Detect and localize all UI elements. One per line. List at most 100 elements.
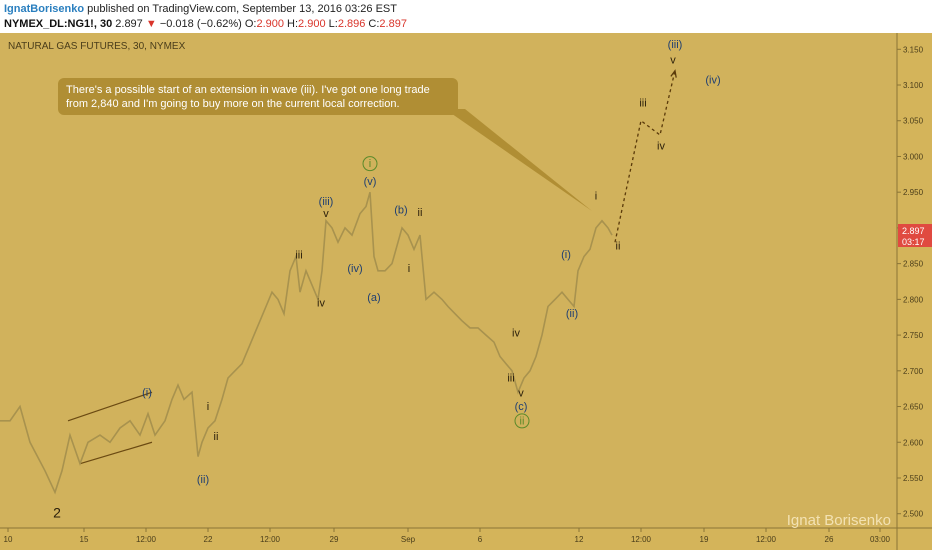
- close-label: C:: [368, 18, 380, 30]
- down-arrow-icon: ▼: [145, 18, 157, 30]
- wave-label: iv: [512, 328, 520, 340]
- wave-circle: [514, 413, 530, 429]
- x-tick-label: 12: [575, 535, 584, 544]
- wave-label: (v): [364, 176, 377, 188]
- wave-label: (b): [394, 205, 407, 217]
- price-tag-box: [898, 224, 932, 247]
- wave-label: i: [369, 158, 371, 170]
- author-link[interactable]: IgnatBorisenko: [4, 3, 85, 15]
- y-tick-label: 2.950: [903, 188, 924, 197]
- open-label: O:: [244, 18, 257, 30]
- x-tick-label: 6: [478, 535, 483, 544]
- y-tick-label: 2.550: [903, 474, 924, 483]
- price-tag-price: 2.897: [902, 226, 925, 236]
- y-tick-label: 2.600: [903, 438, 924, 447]
- x-tick-label: 26: [825, 535, 834, 544]
- wave-label: i: [207, 401, 209, 413]
- y-tick-label: 3.150: [903, 45, 924, 54]
- wave-label: (iv): [347, 263, 362, 275]
- x-tick-label: 22: [204, 535, 213, 544]
- price-series: [0, 191, 613, 495]
- wave-label: iii: [507, 373, 514, 385]
- y-tick-label: 2.700: [903, 367, 924, 376]
- x-tick-label: 19: [700, 535, 709, 544]
- x-tick-label: 15: [80, 535, 89, 544]
- price-chart-svg[interactable]: NATURAL GAS FUTURES, 30, NYMEX 3.150 3.10…: [0, 33, 932, 550]
- y-tick-label: 2.800: [903, 295, 924, 304]
- wave-label: i: [408, 263, 410, 275]
- ohlc-line: NYMEX_DL:NG1!, 30 2.897 ▼ −0.018 (−0.62%…: [4, 18, 407, 30]
- wave-label: (ii): [566, 308, 578, 320]
- y-tick-label: 2.850: [903, 260, 924, 269]
- x-tick-label: 29: [330, 535, 339, 544]
- wave-circle: [362, 156, 378, 172]
- y-tick-label: 2.750: [903, 331, 924, 340]
- publish-line: IgnatBorisenko published on TradingView.…: [4, 3, 397, 15]
- chart-area[interactable]: NATURAL GAS FUTURES, 30, NYMEX 3.150 3.10…: [0, 33, 932, 550]
- high-value: 2.900: [298, 18, 326, 30]
- low-label: L:: [328, 18, 338, 30]
- wave-label: ii: [418, 207, 423, 219]
- wave-label: 2: [53, 504, 61, 520]
- x-tick-label: 12:00: [756, 535, 777, 544]
- published-text: published on TradingView.com, September …: [87, 3, 397, 15]
- low-value: 2.896: [337, 18, 366, 30]
- y-tick-label: 3.100: [903, 81, 924, 90]
- callout-box: [58, 78, 458, 115]
- x-tick-label: Sep: [401, 535, 416, 544]
- y-tick-label: 3.050: [903, 117, 924, 126]
- wave-label: (a): [367, 292, 380, 304]
- projection-line: [614, 70, 676, 243]
- x-tick-label: 12:00: [136, 535, 157, 544]
- x-tick-label: 12:00: [260, 535, 281, 544]
- wave-label: v: [670, 55, 676, 67]
- x-axis-ticks: 10 15 12:00 22 12:00 29 Sep 6 12 12:00 19 12:00 26 03…: [4, 528, 891, 544]
- wave-label: v: [518, 388, 524, 400]
- wave-label: ii: [616, 240, 621, 252]
- open-value: 2.900: [256, 18, 284, 30]
- x-tick-label: 10: [4, 535, 13, 544]
- projection-path: [614, 69, 677, 243]
- x-tick-label: 03:00: [870, 535, 891, 544]
- plot-background: [0, 33, 897, 528]
- last-price: 2.897: [115, 18, 143, 30]
- wave-label: (i): [561, 249, 571, 261]
- projection-arrowhead: [670, 69, 677, 78]
- y-tick-label: 2.500: [903, 510, 924, 519]
- wave-label: iv: [657, 140, 665, 152]
- price-tag: 2.897 03:17: [898, 224, 932, 247]
- high-label: H:: [287, 18, 299, 30]
- wave-label: iv: [317, 298, 325, 310]
- wave-label: ii: [214, 431, 219, 443]
- price-line: [0, 191, 613, 495]
- channel-line: [79, 441, 153, 465]
- close-value: 2.897: [379, 18, 407, 30]
- annotation-line-1: There's a possible start of an extension…: [66, 84, 430, 96]
- symbol-label: NYMEX_DL:NG1!, 30: [4, 18, 113, 30]
- wave-label: iii: [639, 97, 646, 109]
- wave-label: (iii): [319, 196, 334, 208]
- y-tick-label: 3.000: [903, 152, 924, 161]
- wave-label: (ii): [197, 474, 209, 486]
- wave-label: iii: [295, 250, 302, 262]
- callout-pointer: [445, 109, 592, 211]
- wave-label: (c): [515, 401, 528, 413]
- wave-label: (i): [142, 387, 152, 399]
- wave-label: (iv): [705, 75, 720, 87]
- y-axis-ticks: 3.1503.1003.0503.0002.9502.9002.8502.800…: [897, 45, 924, 519]
- wave-label: ii: [520, 415, 525, 427]
- wedge-channel: [67, 391, 153, 465]
- wave-label: i: [595, 190, 597, 202]
- wave-label: (iii): [668, 39, 683, 51]
- annotation-callout[interactable]: There's a possible start of an extension…: [58, 78, 592, 211]
- chart-title: NATURAL GAS FUTURES, 30, NYMEX: [8, 41, 186, 52]
- x-tick-label: 12:00: [631, 535, 652, 544]
- wave-label: v: [323, 208, 329, 220]
- watermark: Ignat Borisenko: [787, 512, 891, 529]
- y-tick-label: 2.650: [903, 403, 924, 412]
- annotation-line-2: from 2,840 and I'm going to buy more on …: [66, 98, 400, 110]
- price-tag-time: 03:17: [902, 237, 925, 247]
- chart-header: IgnatBorisenko published on TradingView.…: [0, 0, 932, 32]
- channel-line: [67, 391, 153, 422]
